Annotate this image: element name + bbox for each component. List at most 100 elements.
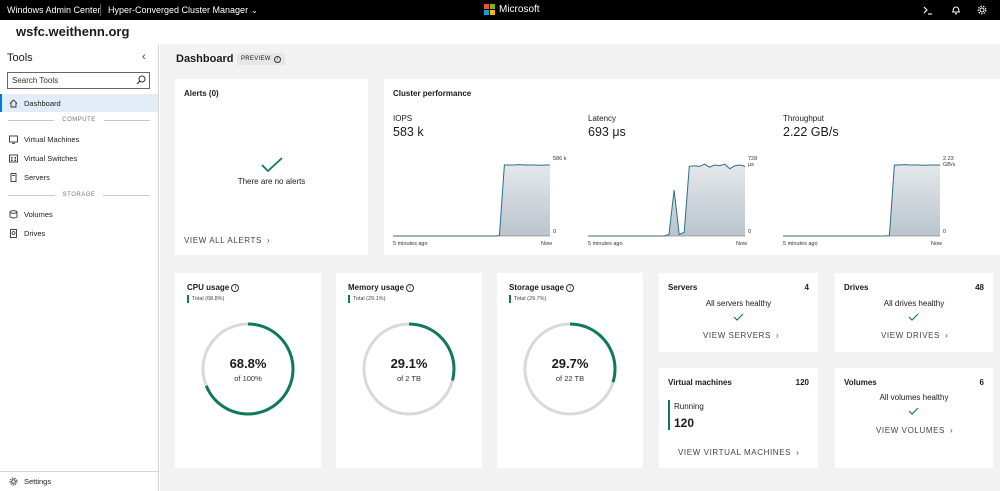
chevron-down-icon: ⌄	[251, 6, 258, 15]
tool-selector[interactable]: Hyper-Converged Cluster Manager ⌄	[108, 5, 258, 15]
search-input[interactable]: Search Tools	[7, 72, 150, 89]
y-max-label: 728 μs	[748, 156, 758, 168]
sidebar-item-label: Virtual Machines	[24, 134, 80, 144]
x-start-label: 5 minutes ago	[588, 241, 623, 247]
sidebar-item-servers[interactable]: Servers	[0, 168, 158, 186]
usage-title: Storage usage i	[509, 283, 575, 292]
volumes-title: Volumes	[844, 378, 877, 387]
checkmark-icon	[908, 407, 919, 415]
usage-card: Storage usage i Total (29.7%) 29.7% of 22 TB	[497, 273, 643, 468]
donut-fill	[523, 322, 617, 416]
volumes-card: Volumes 6 All volumes healthy VIEW VOLUM…	[835, 368, 993, 468]
metric-chart	[783, 164, 940, 237]
metric-label: Throughput	[783, 114, 824, 123]
view-all-alerts-link[interactable]: VIEW ALL ALERTS ›	[184, 236, 270, 245]
section-compute: COMPUTE	[0, 115, 158, 125]
sidebar-item-dashboard[interactable]: Dashboard	[0, 94, 158, 112]
virtual-machines-card: Virtual machines 120 Running 120 VIEW VI…	[659, 368, 818, 468]
x-end-label: Now	[931, 241, 943, 247]
preview-badge: PREVIEW i	[237, 53, 285, 65]
usage-total: Total (29.7%)	[509, 295, 546, 303]
usage-capacity: of 2 TB	[396, 374, 422, 383]
search-icon[interactable]	[136, 75, 146, 85]
y-max-label: 2.23 GB/s	[943, 156, 956, 168]
view-drives-link[interactable]: VIEW DRIVES ›	[881, 331, 948, 340]
usage-total: Total (29.1%)	[348, 295, 385, 303]
microsoft-logo-icon	[484, 4, 495, 15]
terminal-icon[interactable]	[922, 4, 934, 16]
chevron-right-icon: ›	[266, 236, 271, 245]
metric-value: 2.22 GB/s	[783, 125, 839, 139]
tool-selector-label: Hyper-Converged Cluster Manager	[108, 5, 249, 15]
cluster-performance-card: Cluster performance IOPS 583 k 586 k 0 5 min…	[384, 79, 1000, 255]
collapse-sidebar-icon[interactable]: ‹	[142, 51, 146, 63]
info-icon[interactable]: i	[566, 283, 575, 292]
link-label: VIEW VIRTUAL MACHINES	[678, 448, 792, 457]
usage-percent: 29.1%	[390, 356, 428, 371]
view-virtual-machines-link[interactable]: VIEW VIRTUAL MACHINES ›	[678, 448, 799, 457]
performance-title: Cluster performance	[393, 89, 472, 98]
info-icon[interactable]: i	[273, 55, 281, 63]
donut-center: 68.8% of 100%	[200, 356, 296, 383]
app-title[interactable]: Windows Admin Center	[7, 5, 101, 15]
vms-count: 120	[795, 378, 809, 387]
sidebar-item-volumes[interactable]: Volumes	[0, 205, 158, 223]
gear-icon	[9, 477, 18, 486]
sidebar-item-virtual-machines[interactable]: Virtual Machines	[0, 130, 158, 148]
usage-card: Memory usage i Total (29.1%) 29.1% of 2 TB	[336, 273, 482, 468]
tools-title: Tools	[7, 52, 33, 64]
donut-fill	[362, 322, 456, 416]
gear-icon[interactable]	[976, 4, 988, 16]
preview-label: PREVIEW	[241, 56, 271, 62]
switch-icon	[9, 154, 18, 163]
drives-count: 48	[975, 283, 984, 292]
volumes-count: 6	[979, 378, 984, 387]
drives-card: Drives 48 All drives healthy VIEW DRIVES…	[835, 273, 993, 352]
server-icon	[9, 172, 18, 182]
usage-donut	[523, 322, 617, 416]
view-volumes-link[interactable]: VIEW VOLUMES ›	[876, 426, 953, 435]
page-title: Dashboard	[176, 53, 234, 65]
sidebar-item-label: Drives	[24, 228, 46, 238]
vms-title: Virtual machines	[668, 378, 732, 387]
home-icon	[9, 98, 18, 108]
drives-status: All drives healthy	[883, 299, 945, 308]
chevron-right-icon: ›	[945, 331, 949, 340]
drive-icon	[9, 228, 18, 238]
donut-center: 29.1% of 2 TB	[361, 356, 457, 383]
usage-capacity: of 100%	[234, 374, 262, 383]
cluster-name: wsfc.weithenn.org	[16, 24, 130, 39]
series-area	[588, 164, 745, 236]
alerts-card: Alerts (0) There are no alerts VIEW ALL …	[175, 79, 368, 255]
sidebar-item-settings[interactable]: Settings	[0, 471, 158, 491]
sidebar-item-drives[interactable]: Drives	[0, 224, 158, 242]
x-end-label: Now	[736, 241, 748, 247]
link-label: VIEW VOLUMES	[876, 426, 945, 435]
sidebar-item-label: Volumes	[24, 209, 53, 219]
sidebar-item-virtual-switches[interactable]: Virtual Switches	[0, 149, 158, 167]
info-icon[interactable]: i	[406, 283, 415, 292]
top-bar: Windows Admin Center Hyper-Converged Clu…	[0, 0, 1000, 20]
search-placeholder: Search Tools	[12, 76, 59, 85]
y-min-label: 0	[943, 229, 947, 235]
checkmark-icon	[733, 313, 744, 321]
usage-title-label: CPU usage	[187, 283, 230, 292]
metric-value: 583 k	[393, 125, 424, 139]
volume-icon	[9, 209, 18, 219]
vm-icon	[9, 135, 18, 144]
usage-card: CPU usage i Total (68.8%) 68.8% of 100%	[175, 273, 321, 468]
checkmark-icon	[261, 157, 283, 173]
microsoft-brand: Microsoft	[484, 4, 540, 15]
x-start-label: 5 minutes ago	[393, 241, 428, 247]
usage-donut	[362, 322, 456, 416]
view-servers-link[interactable]: VIEW SERVERS ›	[703, 331, 779, 340]
sidebar-item-label: Servers	[24, 172, 50, 182]
servers-status: All servers healthy	[705, 299, 772, 308]
sidebar-item-label: Dashboard	[24, 98, 61, 108]
donut-center: 29.7% of 22 TB	[522, 356, 618, 383]
sidebar-item-label: Virtual Switches	[24, 153, 78, 163]
volumes-status: All volumes healthy	[879, 393, 949, 402]
bell-icon[interactable]	[950, 4, 962, 16]
top-bar-divider	[100, 4, 101, 16]
info-icon[interactable]: i	[231, 283, 240, 292]
